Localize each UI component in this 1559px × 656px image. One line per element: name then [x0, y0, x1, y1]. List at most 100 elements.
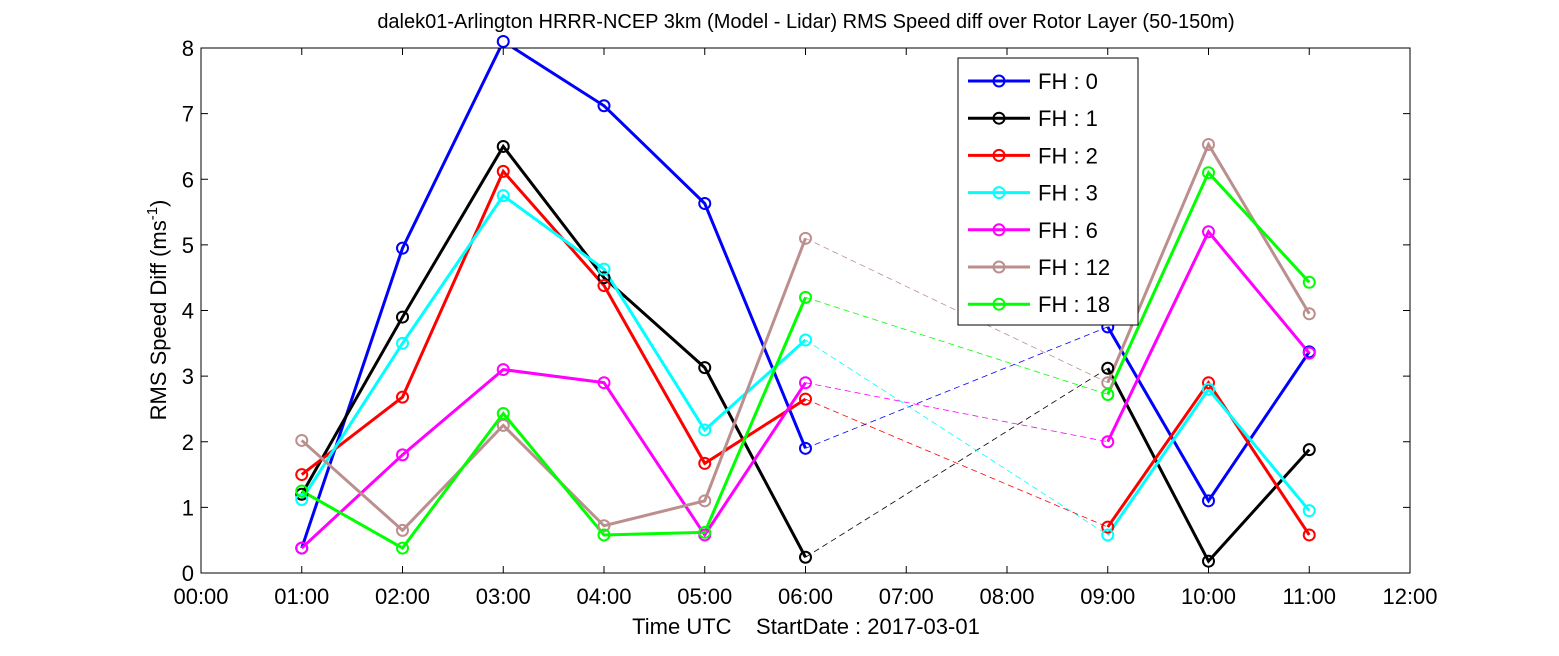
data-point: [396, 541, 409, 555]
data-point: [396, 523, 409, 537]
legend-label: FH : 2: [1038, 143, 1098, 168]
legend-marker: [992, 223, 1006, 237]
legend-marker: [992, 186, 1006, 200]
x-tick-label: 10:00: [1181, 584, 1236, 609]
data-point: [698, 361, 712, 375]
data-point: [799, 333, 812, 347]
data-point: [799, 550, 812, 564]
legend-label: FH : 12: [1038, 255, 1110, 280]
data-point: [1302, 504, 1316, 518]
data-point: [396, 390, 409, 404]
series-lines: [300, 48, 1311, 564]
series-line: [300, 48, 807, 549]
series-line: [301, 296, 807, 551]
series-line: [1106, 380, 1311, 536]
data-point: [597, 271, 611, 285]
data-point: [698, 197, 712, 211]
series-line: [300, 367, 807, 550]
x-tick-label: 06:00: [778, 584, 833, 609]
data-point: [496, 407, 510, 421]
y-tick-label: 4: [182, 299, 194, 324]
data-point: [396, 310, 409, 324]
x-tick-label: 04:00: [576, 584, 631, 609]
data-point: [1302, 528, 1316, 542]
series-line: [300, 193, 807, 501]
data-point: [597, 262, 611, 276]
series-line: [300, 168, 807, 476]
x-tick-label: 09:00: [1080, 584, 1135, 609]
data-point: [496, 363, 510, 377]
legend-marker: [992, 111, 1006, 125]
data-point: [396, 336, 409, 350]
data-point: [295, 468, 309, 482]
data-point: [1101, 435, 1115, 449]
data-point: [396, 448, 409, 462]
y-tick-label: 6: [182, 167, 194, 192]
gap-connector-lines: [805, 237, 1108, 558]
x-tick-label: 07:00: [879, 584, 934, 609]
x-tick-label: 01:00: [274, 584, 329, 609]
y-tick-label: 3: [182, 364, 194, 389]
gap-connector-line: [805, 237, 1108, 384]
y-axis-label-close: ): [146, 200, 171, 207]
legend-label: FH : 0: [1038, 69, 1098, 94]
plot-area: [201, 48, 1410, 573]
series-line: [300, 143, 807, 558]
chart-title: dalek01-Arlington HRRR-NCEP 3km (Model -…: [377, 11, 1234, 33]
plot-frame: [200, 47, 1411, 574]
data-point: [799, 441, 812, 455]
data-point: [1302, 275, 1316, 289]
legend: FH : 0 FH : 1 FH : 2 FH : 3 FH : 6 FH : 12 FH …: [957, 57, 1139, 326]
data-point: [1101, 388, 1115, 401]
data-point: [1202, 225, 1215, 239]
data-point: [597, 528, 611, 542]
x-tick-label: 00:00: [173, 584, 228, 609]
data-point: [1101, 361, 1115, 375]
y-tick-label: 7: [182, 102, 194, 127]
data-point: [799, 290, 812, 304]
gap-connector-line: [805, 326, 1108, 449]
data-point: [1302, 346, 1316, 360]
x-tick-label: 12:00: [1382, 584, 1437, 609]
legend-label: FH : 18: [1038, 292, 1110, 317]
data-point: [496, 139, 510, 153]
x-tick-label: 08:00: [979, 584, 1034, 609]
data-point: [496, 34, 510, 48]
y-axis-label-main: RMS Speed Diff (ms: [146, 220, 171, 420]
data-point: [799, 392, 812, 406]
legend-label: FH : 6: [1038, 218, 1098, 243]
y-tick-label: 1: [182, 495, 194, 520]
legend-marker: [992, 148, 1006, 162]
legend-marker: [992, 297, 1006, 311]
x-tick-label: 02:00: [375, 584, 430, 609]
x-tick-label: 05:00: [677, 584, 732, 609]
data-point: [295, 484, 309, 498]
data-point: [1302, 443, 1316, 457]
data-point: [597, 279, 611, 293]
x-tick-labels: 00:00 01:00 02:00 03:00 04:00 05:00 06:00 07:00…: [173, 584, 1437, 609]
data-point: [698, 525, 712, 539]
series-line: [1106, 141, 1311, 384]
gap-connector-line: [805, 296, 1108, 395]
data-point: [1202, 494, 1215, 508]
data-point: [698, 494, 712, 508]
x-tick-label: 03:00: [476, 584, 531, 609]
data-point: [799, 231, 812, 245]
legend-label: FH : 3: [1038, 181, 1098, 206]
y-tick-label: 8: [182, 36, 194, 61]
series-line: [1106, 170, 1311, 396]
series-line: [1106, 228, 1311, 443]
series-line: [1106, 326, 1311, 504]
data-point: [597, 519, 611, 533]
data-point: [295, 493, 309, 506]
legend-label: FH : 1: [1038, 106, 1098, 131]
gap-connector-line: [805, 382, 1108, 443]
data-point: [1101, 528, 1115, 542]
data-point: [597, 99, 611, 113]
data-point: [1202, 166, 1215, 180]
x-axis-label: Time UTC StartDate : 2017-03-01: [632, 614, 980, 639]
data-point: [1202, 382, 1215, 396]
data-point: [799, 376, 812, 390]
data-point: [496, 164, 510, 178]
